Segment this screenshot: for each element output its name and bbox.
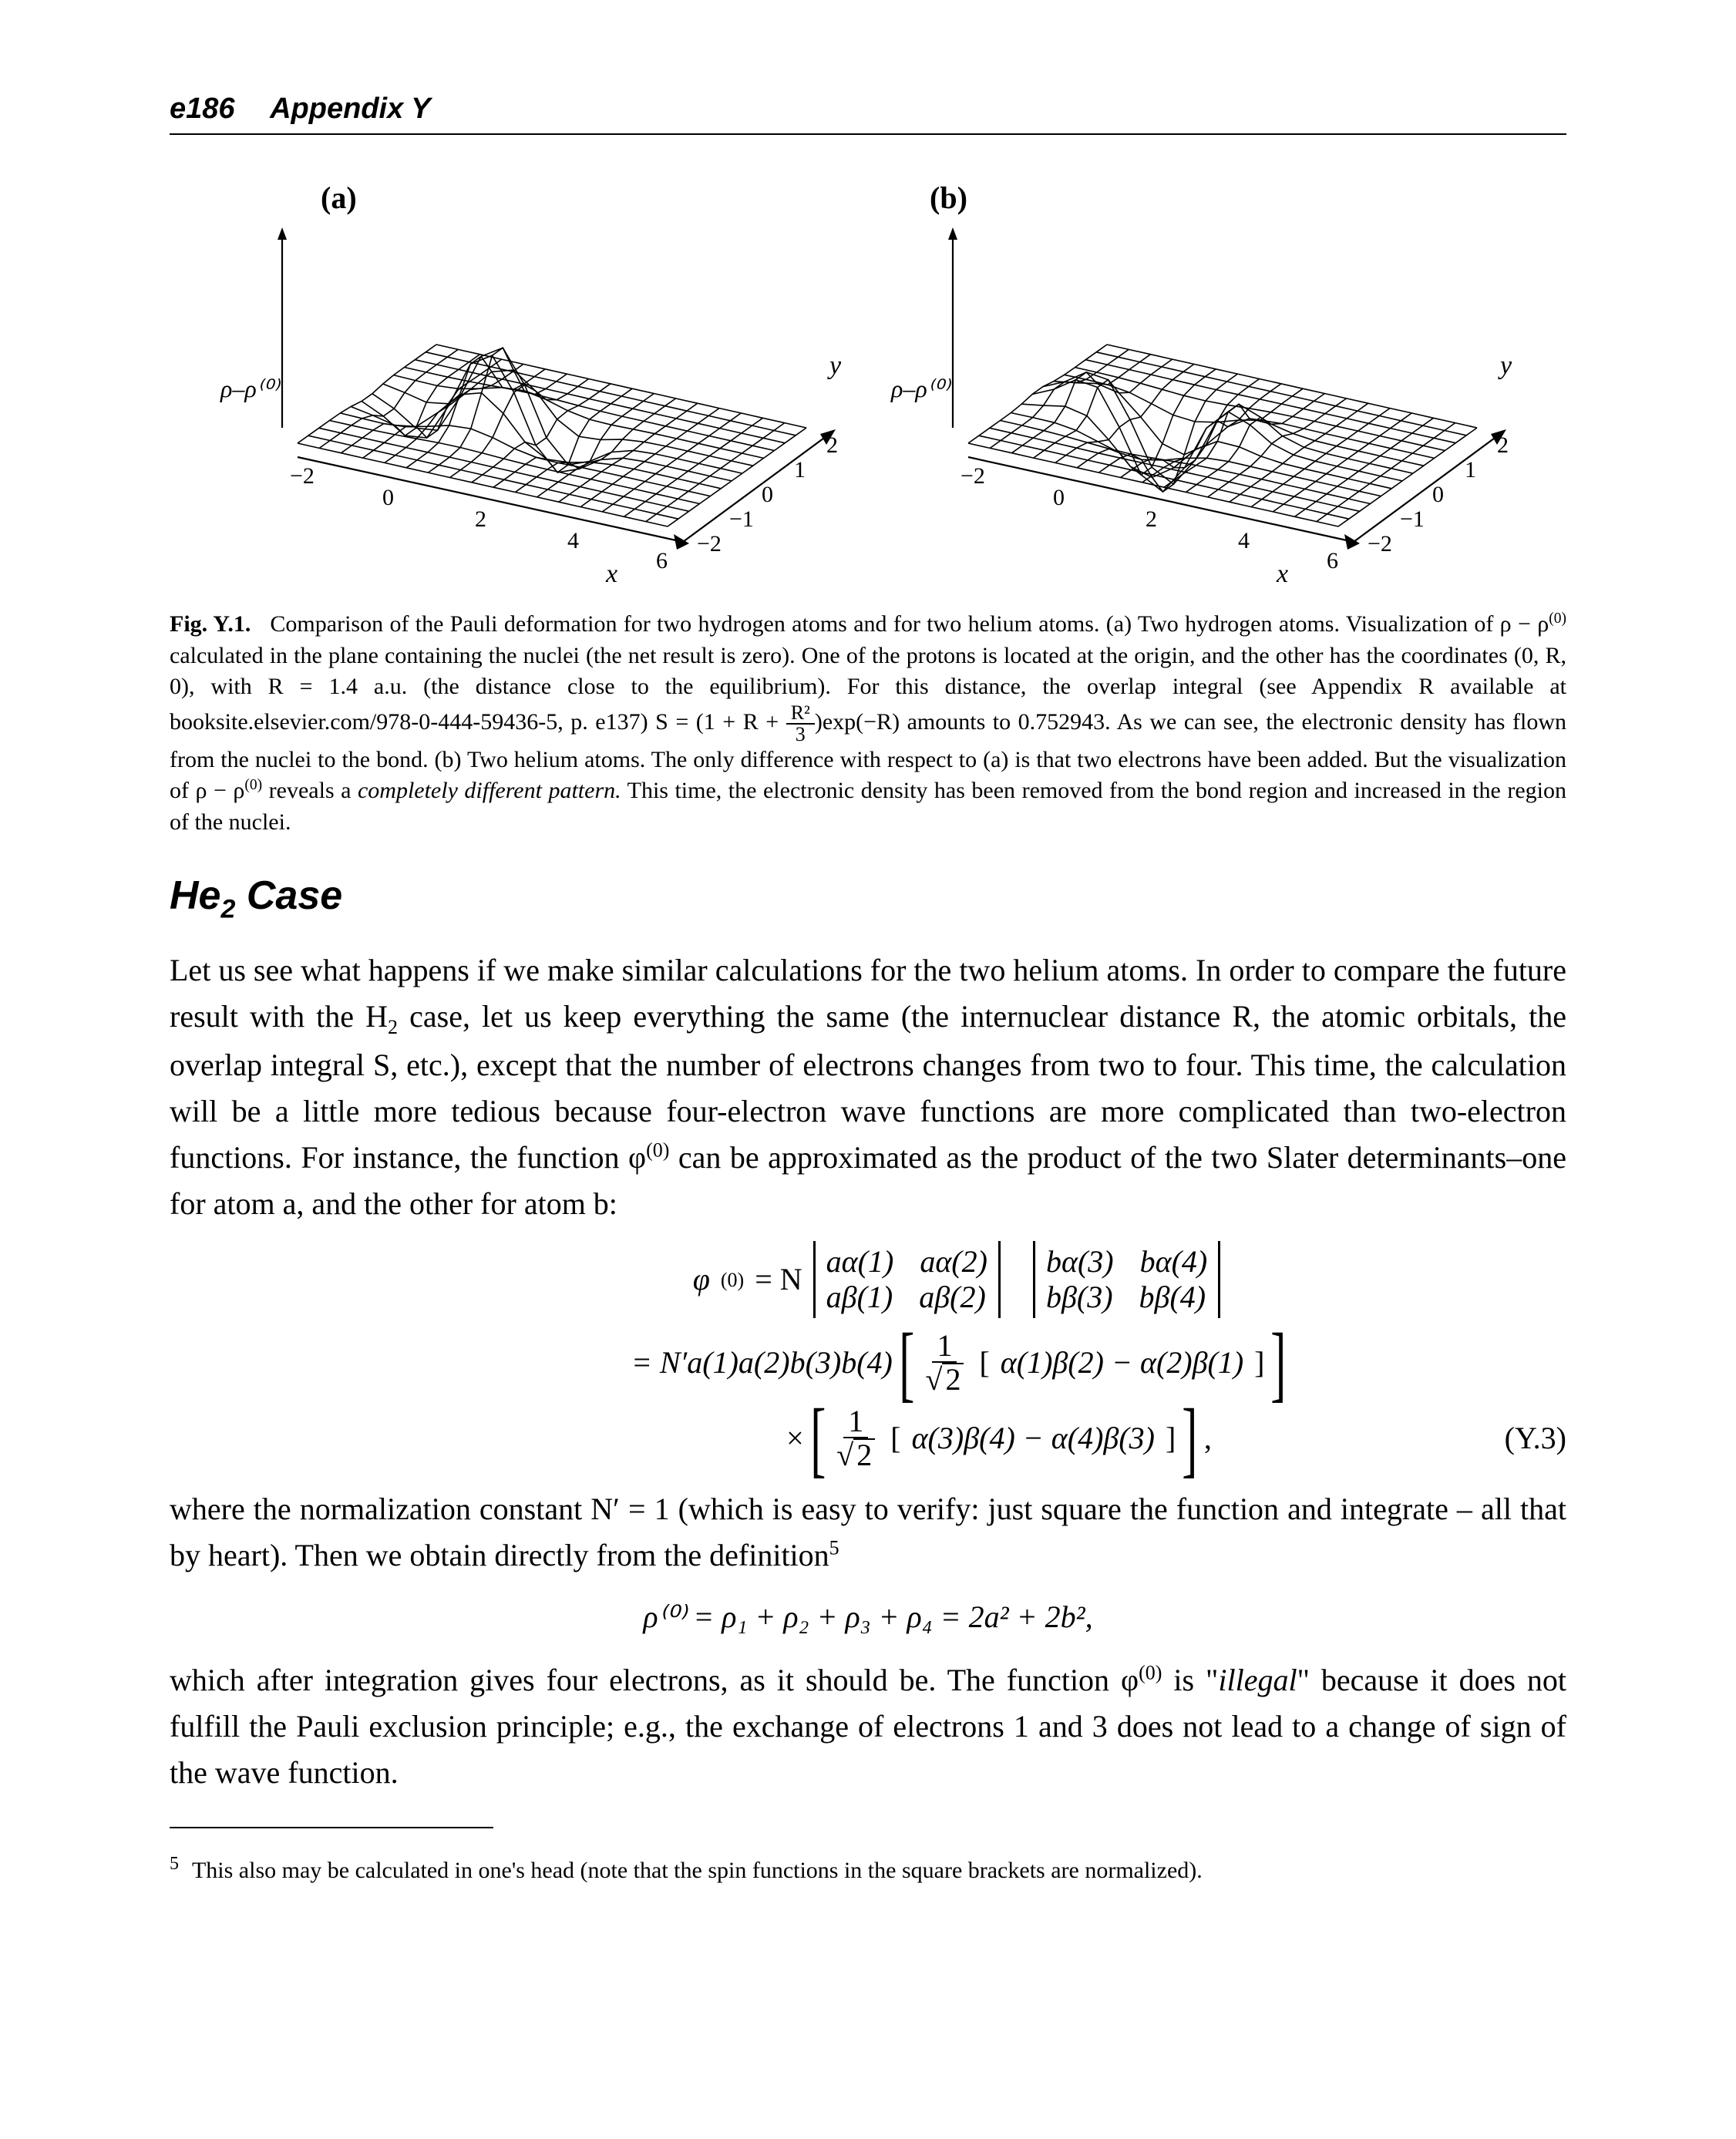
panel-b-ytick: 2: [1497, 432, 1509, 458]
eq-line3: × [ 1 √2 [α(3)β(4) − α(4)β(3)] ] ,: [524, 1404, 1212, 1472]
det-cell: bα(4): [1140, 1244, 1208, 1279]
panel-b-xtick: −2: [961, 463, 985, 489]
para-emph: illegal: [1218, 1663, 1297, 1697]
panel-b-xtick: 6: [1327, 548, 1338, 573]
panel-b-xtick: 0: [1053, 485, 1065, 510]
eq-times: ×: [786, 1418, 804, 1459]
section-title-text: He: [170, 873, 220, 918]
eq-frac1: 1 √2: [920, 1330, 968, 1395]
panel-b-xtick: 2: [1146, 506, 1157, 532]
paragraph-1: Let us see what happens if we make simil…: [170, 947, 1566, 1227]
panel-a: (a) ρ–ρ⁽⁰⁾ x −2 0 2 4 6: [220, 180, 842, 588]
running-head: e186 Appendix Y: [170, 92, 1566, 135]
panel-b-xtick: 4: [1238, 528, 1250, 553]
panel-a-ytick: −2: [697, 531, 722, 557]
panel-b-label: (b): [930, 180, 967, 215]
eq-lhs: φ: [693, 1259, 710, 1300]
panel-b-ytick: 1: [1465, 457, 1476, 483]
figure-caption: Fig. Y.1. Comparison of the Pauli deform…: [170, 609, 1566, 838]
caption-text: Comparison of the Pauli deformation for …: [270, 611, 1549, 637]
eq-frac2: 1 √2: [832, 1406, 880, 1471]
panel-a-ytick: 2: [826, 432, 838, 458]
det-cell: aα(2): [920, 1244, 987, 1279]
footnote-number: 5: [170, 1854, 179, 1874]
caption-sup: (0): [244, 777, 262, 793]
para-sub: 2: [388, 1016, 398, 1038]
panel-a-zlabel: ρ–ρ⁽⁰⁾: [220, 375, 281, 402]
panel-a-ytick: 0: [762, 482, 773, 507]
eq-lhs-sup: (0): [721, 1266, 744, 1293]
figure-Y1: (a) ρ–ρ⁽⁰⁾ x −2 0 2 4 6: [170, 166, 1566, 594]
panel-a-xlabel: x: [605, 560, 617, 588]
eq-text: α(1)β(2) − α(2)β(1): [1001, 1342, 1243, 1384]
equation-number: (Y.3): [1505, 1418, 1566, 1459]
panel-b-xlabel: x: [1276, 560, 1288, 588]
det-cell: bα(3): [1046, 1244, 1114, 1279]
panel-a-label: (a): [321, 180, 357, 215]
footnote-5: 5 This also may be calculated in one's h…: [170, 1851, 1566, 1887]
rho-equation: ρ⁽⁰⁾ = ρ₁ + ρ₂ + ρ₃ + ρ₄ = 2a² + 2b²,: [643, 1599, 1092, 1635]
caption-frac-den: 3: [791, 725, 810, 745]
para-text: is ": [1162, 1663, 1218, 1697]
panel-a-xtick: 6: [656, 548, 668, 573]
caption-sup: (0): [1549, 610, 1566, 627]
det-cell: bβ(4): [1139, 1280, 1206, 1314]
eq-tail: ,: [1204, 1418, 1212, 1459]
para-sup: (0): [646, 1139, 669, 1162]
panel-b-ytick: −2: [1368, 531, 1392, 557]
panel-b: (b) ρ–ρ⁽⁰⁾ x −2 0 2 4 6 y −2 −1: [890, 180, 1512, 588]
frac-den: 2: [853, 1438, 875, 1471]
page: e186 Appendix Y (a): [0, 0, 1736, 2139]
panel-a-ytick: −1: [729, 506, 754, 532]
det-cell: aβ(2): [919, 1280, 986, 1314]
panel-a-xtick: 0: [382, 485, 394, 510]
para-sup: (0): [1139, 1662, 1162, 1684]
panel-b-zlabel: ρ–ρ⁽⁰⁾: [890, 375, 951, 402]
footnote-ref: 5: [829, 1537, 839, 1559]
paragraph-2: where the normalization constant N′ = 1 …: [170, 1486, 1566, 1579]
panel-a-xtick: −2: [290, 463, 315, 489]
panel-a-ylabel: y: [827, 351, 842, 380]
frac-num: 1: [843, 1406, 868, 1438]
eq-det2: bα(3) bα(4) bβ(3) bβ(4): [1033, 1241, 1220, 1318]
caption-frac-num: R²: [786, 703, 815, 725]
footnote-rule: [170, 1827, 493, 1828]
eq-text: = N′a(1)a(2)b(3)b(4): [631, 1342, 893, 1384]
panel-b-ytick: −1: [1400, 506, 1425, 532]
det-cell: aβ(1): [826, 1280, 893, 1314]
frac-den: 2: [942, 1363, 964, 1395]
eq-eq: = N: [755, 1259, 802, 1300]
det-cell: bβ(3): [1046, 1280, 1113, 1314]
caption-label: Fig. Y.1.: [170, 611, 251, 637]
eq-line2: = N′a(1)a(2)b(3)b(4) [ 1 √2 [α(1)β(2) − …: [454, 1329, 1282, 1397]
panel-a-xtick: 2: [475, 506, 486, 532]
footnote-text: This also may be calculated in one's hea…: [192, 1858, 1203, 1883]
section-title-text: Case: [235, 873, 342, 918]
frac-num: 1: [932, 1330, 957, 1363]
para-text: where the normalization constant N′ = 1 …: [170, 1492, 1566, 1572]
det-cell: aα(1): [826, 1244, 894, 1279]
panel-a-xtick: 4: [567, 528, 579, 553]
figure-svg: (a) ρ–ρ⁽⁰⁾ x −2 0 2 4 6: [190, 166, 1546, 590]
section-title-sub: 2: [220, 894, 235, 923]
panel-a-ytick: 1: [794, 457, 806, 483]
caption-emph: completely different pattern.: [358, 778, 621, 803]
equation-Y3: φ (0) = N aα(1) aα(2) aβ(1) aβ(2) bα(3) bα(4…: [170, 1241, 1566, 1472]
header-section: Appendix Y: [270, 92, 430, 125]
section-title: He2 Case: [170, 873, 1566, 924]
paragraph-3: which after integration gives four elect…: [170, 1657, 1566, 1796]
panel-b-ylabel: y: [1498, 351, 1512, 380]
eq-text: α(3)β(4) − α(4)β(3): [912, 1418, 1155, 1459]
eq-line1: φ (0) = N aα(1) aα(2) aβ(1) aβ(2) bα(3) bα(4…: [516, 1241, 1220, 1318]
para-text: which after integration gives four elect…: [170, 1663, 1139, 1697]
panel-b-ytick: 0: [1432, 482, 1444, 507]
eq-det1: aα(1) aα(2) aβ(1) aβ(2): [813, 1241, 1001, 1318]
caption-text: reveals a: [262, 778, 358, 803]
page-number: e186: [170, 92, 235, 125]
